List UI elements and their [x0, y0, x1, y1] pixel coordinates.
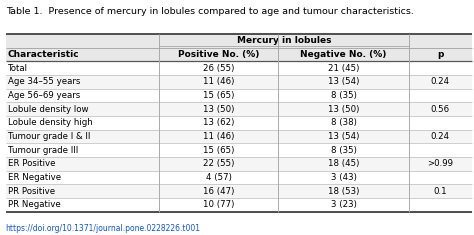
Bar: [6, 184, 472, 198]
Text: 11 (46): 11 (46): [203, 132, 235, 141]
Bar: [6, 75, 472, 89]
Bar: [6, 61, 472, 75]
Text: Lobule density low: Lobule density low: [8, 105, 88, 114]
Text: Age 56–69 years: Age 56–69 years: [8, 91, 80, 100]
Text: Total: Total: [8, 64, 27, 73]
Text: https://doi.org/10.1371/journal.pone.0228226.t001: https://doi.org/10.1371/journal.pone.022…: [6, 224, 201, 233]
Bar: [6, 102, 472, 116]
Text: 0.24: 0.24: [430, 132, 450, 141]
Text: 13 (54): 13 (54): [328, 77, 359, 86]
Text: ER Positive: ER Positive: [8, 159, 55, 168]
Text: 13 (50): 13 (50): [203, 105, 235, 114]
Text: 13 (54): 13 (54): [328, 132, 359, 141]
Text: 0.1: 0.1: [433, 187, 447, 196]
Bar: [6, 89, 472, 102]
Text: p: p: [437, 50, 443, 59]
Text: >0.99: >0.99: [427, 159, 453, 168]
Bar: [6, 48, 472, 61]
Text: 3 (23): 3 (23): [330, 200, 356, 209]
Bar: [6, 157, 472, 171]
Text: 15 (65): 15 (65): [203, 91, 235, 100]
Text: PR Negative: PR Negative: [8, 200, 60, 209]
Text: 8 (35): 8 (35): [330, 146, 356, 155]
Text: 10 (77): 10 (77): [203, 200, 235, 209]
Text: 13 (62): 13 (62): [203, 118, 235, 127]
Text: Table 1.  Presence of mercury in lobules compared to age and tumour characterist: Table 1. Presence of mercury in lobules …: [6, 7, 413, 16]
Text: 11 (46): 11 (46): [203, 77, 235, 86]
Text: ER Negative: ER Negative: [8, 173, 61, 182]
Text: 13 (50): 13 (50): [328, 105, 359, 114]
Bar: [6, 143, 472, 157]
Text: 18 (53): 18 (53): [328, 187, 359, 196]
Text: 8 (35): 8 (35): [330, 91, 356, 100]
Text: 22 (55): 22 (55): [203, 159, 235, 168]
Text: 0.56: 0.56: [430, 105, 450, 114]
Text: 0.24: 0.24: [430, 77, 450, 86]
Text: 18 (45): 18 (45): [328, 159, 359, 168]
Text: Tumour grade III: Tumour grade III: [8, 146, 78, 155]
Text: Negative No. (%): Negative No. (%): [301, 50, 387, 59]
Bar: [6, 116, 472, 130]
Text: Lobule density high: Lobule density high: [8, 118, 92, 127]
Text: Tumour grade I & II: Tumour grade I & II: [8, 132, 90, 141]
Bar: [6, 198, 472, 212]
Text: 8 (38): 8 (38): [330, 118, 356, 127]
Text: 4 (57): 4 (57): [206, 173, 232, 182]
Bar: [6, 130, 472, 143]
Bar: [6, 34, 472, 48]
Text: Age 34–55 years: Age 34–55 years: [8, 77, 80, 86]
Text: Positive No. (%): Positive No. (%): [178, 50, 260, 59]
Bar: [6, 171, 472, 184]
Text: 16 (47): 16 (47): [203, 187, 235, 196]
Text: 3 (43): 3 (43): [330, 173, 356, 182]
Text: 21 (45): 21 (45): [328, 64, 359, 73]
Text: Characteristic: Characteristic: [8, 50, 79, 59]
Text: 15 (65): 15 (65): [203, 146, 235, 155]
Text: 26 (55): 26 (55): [203, 64, 235, 73]
Text: Mercury in lobules: Mercury in lobules: [237, 36, 331, 45]
Text: PR Positive: PR Positive: [8, 187, 55, 196]
